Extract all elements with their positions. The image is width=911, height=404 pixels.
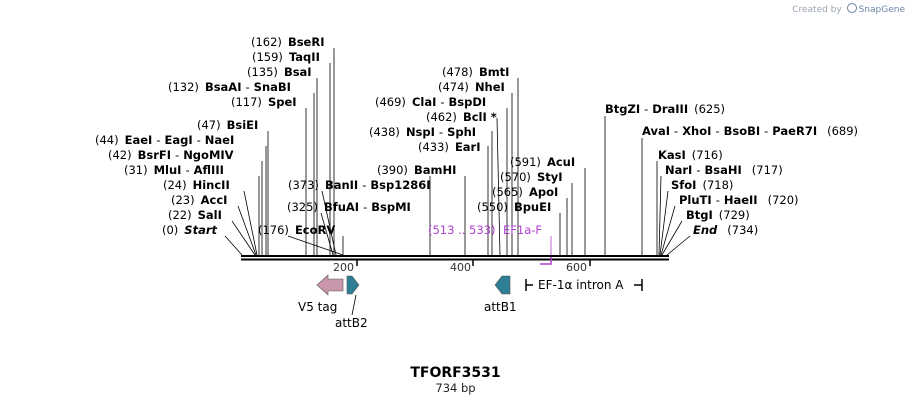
feature-label-ef1a-intron: EF-1α intron A bbox=[538, 278, 624, 292]
site-sfoi: SfoI (718) bbox=[671, 178, 733, 192]
features: V5 tag attB2 attB1 EF-1α intron A bbox=[298, 274, 643, 330]
leader-lines bbox=[224, 48, 691, 256]
tick-label-600: 600 bbox=[566, 261, 587, 274]
site-mlui-afliii: (31) MluI - AflIII bbox=[124, 163, 224, 177]
site-labels: (162) BseRI (159) TaqII (135) BsaI (132) Bsa… bbox=[95, 35, 858, 237]
feature-label-attb2: attB2 bbox=[335, 316, 368, 330]
feature-label-v5-tag: V5 tag bbox=[298, 300, 337, 314]
site-nspi-sphi: (438) NspI - SphI bbox=[369, 125, 476, 139]
site-bsai: (135) BsaI bbox=[247, 65, 312, 79]
site-avai-xhoi-bsobi-paer7i: AvaI - XhoI - BsoBI - PaeR7I (689) bbox=[642, 124, 858, 138]
site-apoi: (565) ApoI bbox=[492, 185, 558, 199]
tick-label-200: 200 bbox=[333, 261, 354, 274]
site-bmti: (478) BmtI bbox=[442, 65, 509, 79]
site-eari: (433) EarI bbox=[418, 140, 481, 154]
site-styi: (570) StyI bbox=[500, 170, 563, 184]
site-bpuei: (550) BpuEI bbox=[477, 200, 551, 214]
site-btgzi-draiii: BtgZI - DraIII (625) bbox=[605, 102, 725, 116]
primer-range: (513 .. 533) bbox=[428, 223, 496, 237]
site-start: (0) Start bbox=[162, 223, 218, 237]
site-ecorv: (176) EcoRV bbox=[258, 223, 335, 237]
site-pluti-haeii: PluTI - HaeII (720) bbox=[679, 193, 799, 207]
site-bsiei: (47) BsiEI bbox=[197, 118, 258, 132]
site-btgi: BtgI (729) bbox=[686, 208, 750, 222]
credit-prefix: Created by bbox=[792, 5, 842, 15]
site-bamhi: (390) BamHI bbox=[377, 163, 456, 177]
site-bfuai-bspmi: (325) BfuAI - BspMI bbox=[287, 200, 411, 214]
construct-length: 734 bp bbox=[435, 381, 476, 395]
construct-title: TFORF3531 bbox=[410, 365, 501, 381]
site-hincii: (24) HincII bbox=[163, 178, 230, 192]
snapgene-credit: Created by SnapGene bbox=[792, 3, 905, 15]
site-acci: (23) AccI bbox=[171, 193, 227, 207]
site-bcli: (462) BclI * bbox=[426, 110, 497, 124]
site-kasi: KasI (716) bbox=[658, 148, 723, 162]
site-acui: (591) AcuI bbox=[510, 155, 575, 169]
site-eaei-eagi-naei: (44) EaeI - EagI - NaeI bbox=[95, 133, 234, 147]
ef1a-intron-feature: EF-1α intron A bbox=[525, 278, 643, 292]
ruler: 200 400 600 bbox=[333, 260, 591, 274]
site-bsrfi-ngomiv: (42) BsrFI - NgoMIV bbox=[108, 148, 234, 162]
site-clai-bspdi: (469) ClaI - BspDI bbox=[375, 95, 486, 109]
site-bseri: (162) BseRI bbox=[251, 35, 324, 49]
attb2-arrow bbox=[346, 275, 360, 295]
attb1-arrow bbox=[494, 275, 511, 295]
primer-ef1a-f: (513 .. 533) EF1a-F bbox=[428, 223, 552, 265]
snapgene-logo-icon bbox=[846, 3, 857, 13]
backbone bbox=[241, 255, 669, 261]
primer-name: EF1a-F bbox=[503, 223, 542, 237]
site-nari-bsahi: NarI - BsaHI (717) bbox=[665, 163, 783, 177]
tick-label-400: 400 bbox=[450, 261, 471, 274]
site-end: End (734) bbox=[693, 223, 758, 237]
feature-label-attb1: attB1 bbox=[484, 300, 517, 314]
site-spei: (117) SpeI bbox=[231, 95, 297, 109]
credit-brand: SnapGene bbox=[858, 5, 905, 15]
site-banii-bsp1286i: (373) BanII - Bsp1286I bbox=[288, 178, 431, 192]
site-taqii: (159) TaqII bbox=[252, 50, 320, 64]
site-nhei: (474) NheI bbox=[438, 80, 505, 94]
site-sali: (22) SalI bbox=[168, 208, 222, 222]
v5-tag-arrow bbox=[316, 274, 344, 296]
site-bsaai-snabi: (132) BsaAI - SnaBI bbox=[168, 80, 291, 94]
